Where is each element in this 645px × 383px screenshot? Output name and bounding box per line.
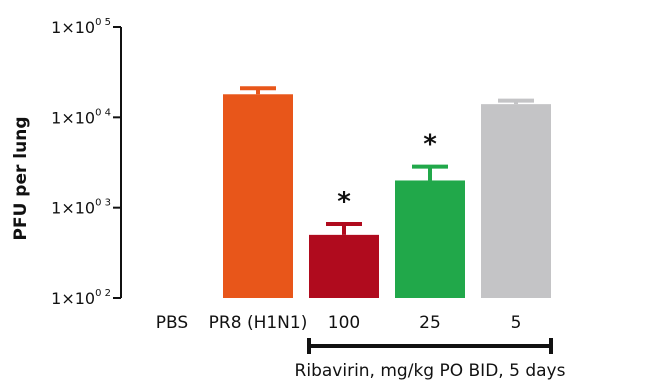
category-label: 100 [328, 313, 360, 333]
y-tick-label-base: 1×10 [51, 18, 95, 37]
y-tick-label-exponent: 0 2 [95, 288, 111, 299]
bar [481, 104, 551, 298]
category-label: 25 [419, 313, 441, 333]
y-tick-label: 1×100 2 [51, 288, 111, 308]
y-tick-label: 1×100 5 [51, 17, 111, 37]
bracket-label: Ribavirin, mg/kg PO BID, 5 days [295, 361, 566, 381]
y-tick-label: 1×100 3 [51, 198, 111, 218]
bar [309, 234, 379, 298]
category-label: PBS [156, 313, 188, 333]
y-tick-label-base: 1×10 [51, 108, 95, 127]
y-axis-title: PFU per lung [11, 117, 31, 241]
bar [223, 94, 293, 299]
y-tick-label-base: 1×10 [51, 199, 95, 218]
category-label: 5 [511, 313, 522, 333]
y-tick-label-exponent: 0 5 [95, 17, 111, 28]
category-label: PR8 (H1N1) [209, 313, 308, 333]
y-tick-label-base: 1×10 [51, 289, 95, 308]
axes [113, 26, 553, 354]
y-tick-label-exponent: 0 4 [95, 107, 111, 118]
bars [223, 86, 551, 299]
significance-marker: * [337, 187, 351, 217]
significance-marker: * [423, 130, 437, 160]
bar [395, 180, 465, 298]
y-tick-label: 1×100 4 [51, 107, 111, 127]
y-tick-label-exponent: 0 3 [95, 198, 111, 209]
